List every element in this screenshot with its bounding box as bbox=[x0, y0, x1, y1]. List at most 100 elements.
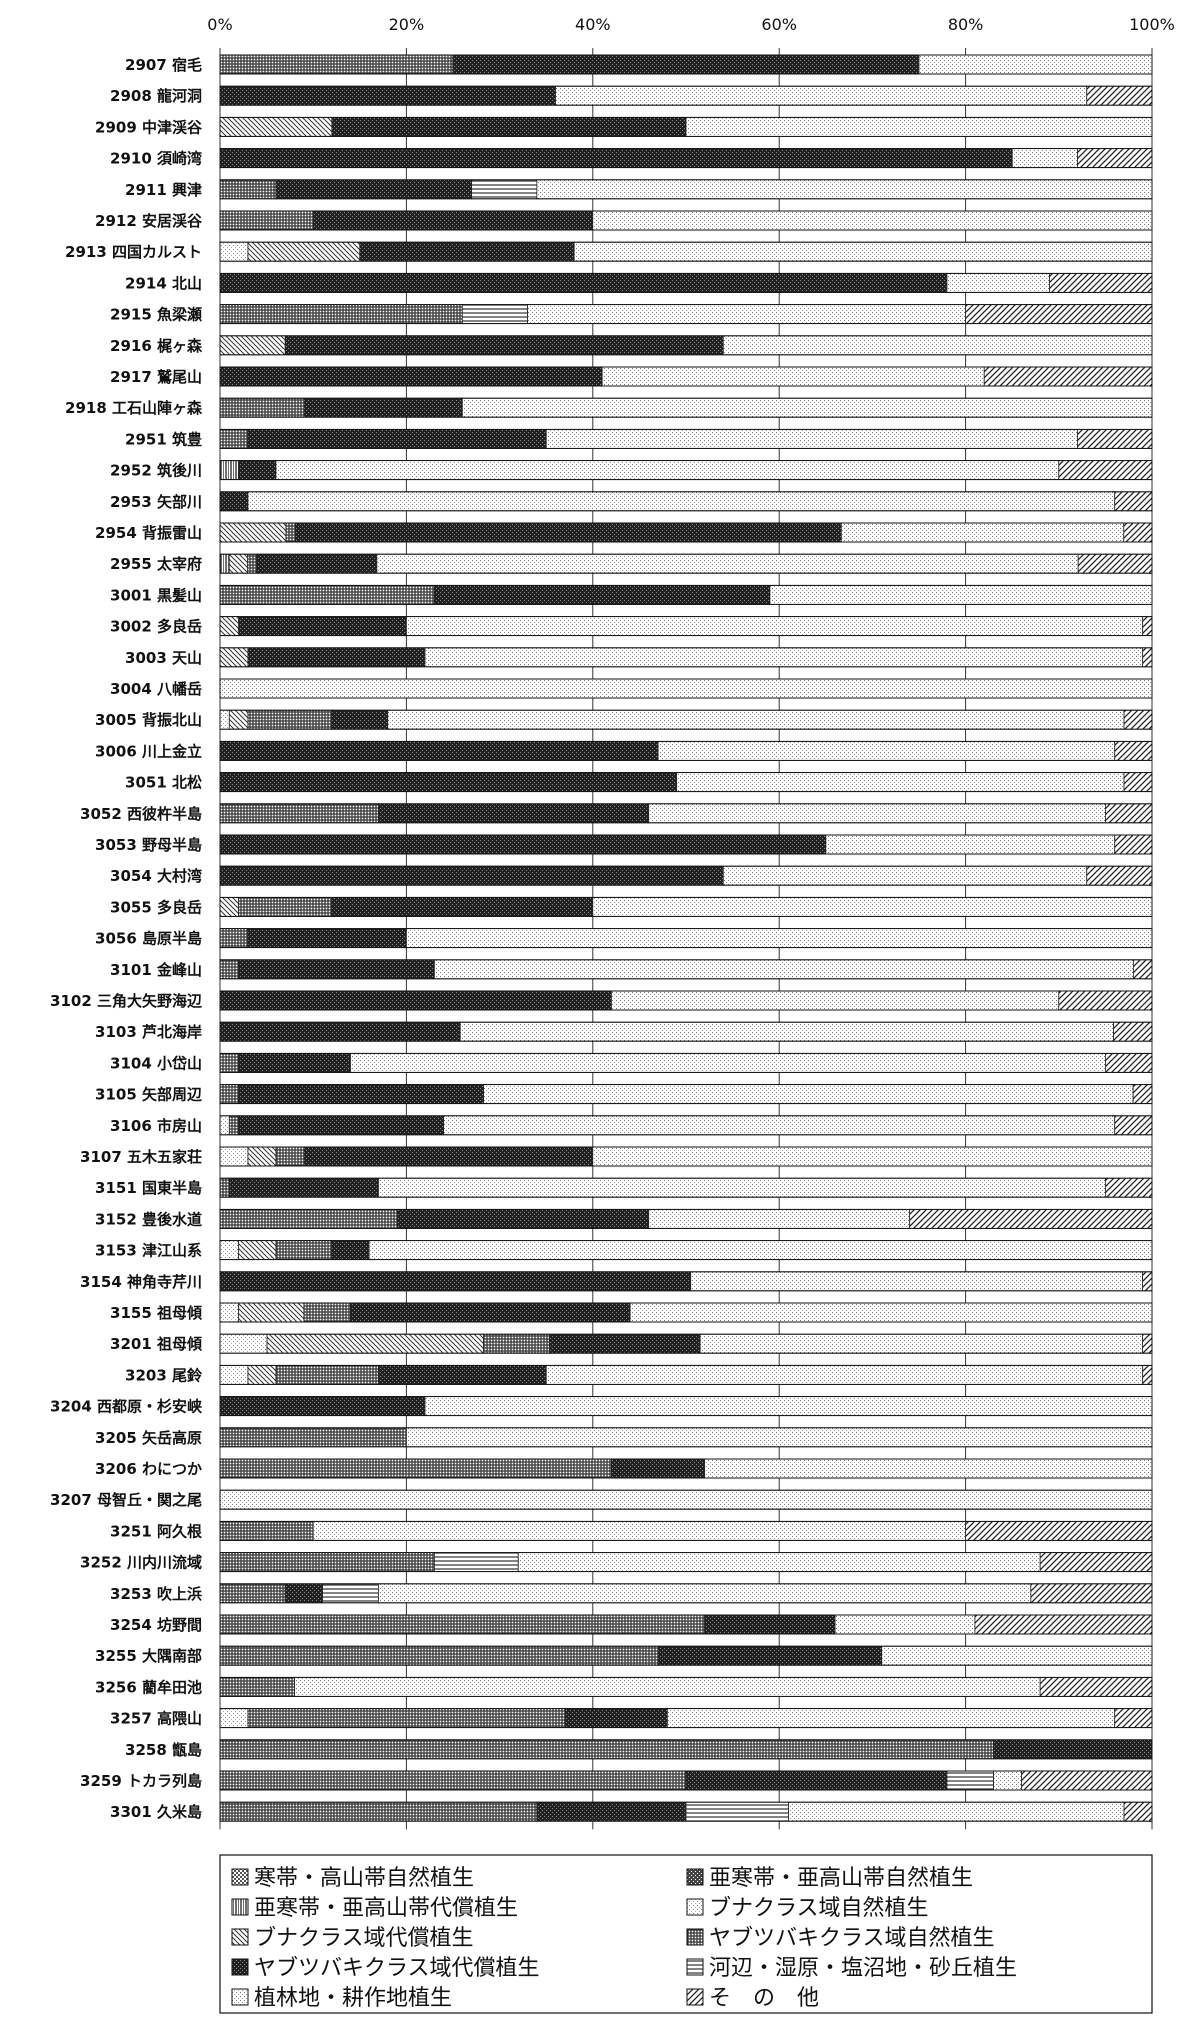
legend-swatch bbox=[231, 1988, 249, 2006]
bar-segment bbox=[666, 1708, 1116, 1728]
bar-segment bbox=[247, 928, 407, 948]
bar-outline bbox=[219, 1520, 1153, 1541]
category-label: 2955 太宰府 bbox=[110, 555, 202, 573]
bar-segment bbox=[1113, 1021, 1153, 1042]
bar-segment bbox=[238, 1240, 277, 1260]
bar-segment bbox=[219, 1770, 687, 1791]
category-label: 3301 久米島 bbox=[110, 1803, 202, 1821]
legend-box bbox=[219, 1854, 1153, 2014]
bar-segment bbox=[303, 1146, 594, 1167]
legend-swatch bbox=[231, 1898, 249, 1916]
category-label: 2908 龍河洞 bbox=[110, 87, 202, 105]
legend-label: 亜寒帯・亜高山帯代償植生 bbox=[254, 1896, 518, 1921]
bar-segment bbox=[284, 335, 724, 356]
bar-outline bbox=[219, 304, 1153, 325]
bar-segment bbox=[219, 1427, 407, 1448]
bar-segment bbox=[331, 1240, 370, 1260]
bar-segment bbox=[517, 1552, 1041, 1572]
category-label: 3201 祖母傾 bbox=[110, 1335, 203, 1353]
legend-swatch bbox=[231, 1928, 249, 1946]
category-label: 3205 矢岳高原 bbox=[95, 1429, 202, 1447]
bar-segment bbox=[1142, 1333, 1153, 1354]
bar-outline bbox=[219, 272, 1153, 293]
x-tick-label: 0% bbox=[207, 15, 232, 34]
bar-segment bbox=[219, 1614, 706, 1635]
bar-segment bbox=[1058, 990, 1153, 1011]
bar-segment bbox=[219, 397, 305, 418]
bar-outline bbox=[219, 1396, 1153, 1417]
bar-segment bbox=[238, 1053, 351, 1073]
bar-segment bbox=[219, 491, 249, 512]
bar-segment bbox=[527, 304, 967, 325]
category-label: 2917 鷲尾山 bbox=[110, 368, 202, 386]
bar-segment bbox=[312, 210, 594, 231]
bar-segment bbox=[1039, 1552, 1153, 1572]
bar-outline bbox=[219, 647, 1153, 668]
bar-segment bbox=[228, 709, 249, 730]
bar-segment bbox=[219, 678, 1153, 699]
bar-segment bbox=[840, 522, 1125, 543]
bar-segment bbox=[219, 148, 1013, 169]
bar-segment bbox=[219, 1333, 268, 1354]
bar-segment bbox=[219, 1021, 461, 1042]
bar-segment bbox=[611, 990, 1060, 1011]
bar-segment bbox=[946, 272, 1050, 293]
bar-segment bbox=[974, 1614, 1153, 1635]
bar-segment bbox=[312, 1521, 967, 1541]
bar-segment bbox=[247, 1146, 277, 1167]
bar-segment bbox=[219, 1365, 249, 1385]
bar-segment bbox=[247, 553, 258, 574]
bar-outline bbox=[219, 959, 1153, 980]
bar-outline bbox=[219, 1614, 1153, 1635]
category-label: 2953 矢部川 bbox=[110, 493, 202, 511]
bar-segment bbox=[405, 928, 1153, 948]
bar-outline bbox=[219, 1271, 1153, 1292]
bar-segment bbox=[219, 54, 454, 75]
bar-outline bbox=[219, 1708, 1153, 1729]
legend-label: 植林地・耕作地植生 bbox=[254, 1986, 452, 2011]
bar-segment bbox=[238, 897, 333, 917]
bar-segment bbox=[219, 1115, 230, 1136]
x-tick-label: 60% bbox=[761, 15, 797, 34]
bar-segment bbox=[219, 1801, 538, 1822]
bar-segment bbox=[704, 1614, 836, 1635]
bar-segment bbox=[247, 1708, 566, 1728]
category-label: 2918 工石山陣ヶ森 bbox=[65, 399, 203, 417]
bar-segment bbox=[219, 1209, 398, 1229]
bar-segment bbox=[219, 647, 249, 668]
category-label: 3003 天山 bbox=[125, 649, 202, 667]
category-label: 3206 わにつか bbox=[95, 1460, 202, 1478]
bar-segment bbox=[433, 959, 1134, 980]
bar-segment bbox=[1114, 491, 1153, 512]
bar-segment bbox=[228, 1115, 240, 1136]
bar-segment bbox=[219, 709, 230, 730]
category-label: 3151 国東半島 bbox=[95, 1179, 202, 1197]
bar-segment bbox=[648, 803, 1106, 824]
bar-outline bbox=[219, 1333, 1153, 1354]
bar-segment bbox=[788, 1801, 1125, 1822]
bar-segment bbox=[1077, 553, 1153, 574]
bar-segment bbox=[573, 241, 1153, 262]
category-label: 2914 北山 bbox=[125, 274, 202, 292]
bar-outline bbox=[219, 1489, 1153, 1510]
bar-segment bbox=[424, 647, 1144, 668]
bar-outline bbox=[219, 584, 1153, 605]
bar-segment bbox=[1114, 1708, 1153, 1728]
bar-segment bbox=[238, 460, 277, 481]
bar-outline bbox=[219, 709, 1153, 730]
bar-segment bbox=[1142, 616, 1153, 636]
bar-segment bbox=[1123, 709, 1153, 730]
bar-segment bbox=[219, 460, 240, 481]
bar-segment bbox=[471, 179, 538, 200]
bar-segment bbox=[965, 304, 1153, 325]
bar-segment bbox=[376, 553, 1079, 574]
bar-segment bbox=[219, 1489, 1153, 1510]
bar-segment bbox=[549, 1333, 701, 1354]
bar-outline bbox=[219, 1115, 1153, 1136]
bar-segment bbox=[219, 522, 287, 543]
bar-segment bbox=[219, 1302, 240, 1323]
bar-segment bbox=[1021, 1770, 1153, 1791]
bar-segment bbox=[378, 1177, 1106, 1198]
bar-segment bbox=[1039, 1677, 1153, 1697]
category-label: 3001 黒髪山 bbox=[110, 586, 202, 604]
